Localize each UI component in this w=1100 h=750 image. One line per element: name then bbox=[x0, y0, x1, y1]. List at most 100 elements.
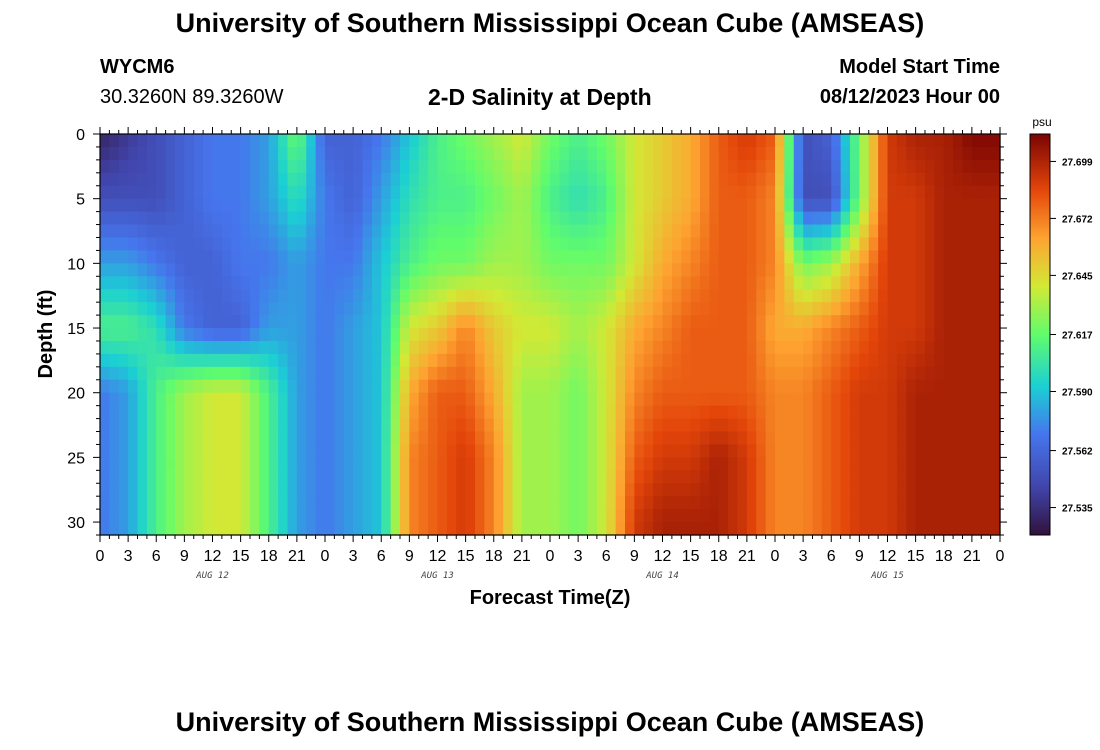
heatmap-cell bbox=[371, 444, 382, 458]
heatmap-cell bbox=[625, 522, 635, 536]
heatmap-cell bbox=[887, 496, 898, 510]
heatmap-cell bbox=[568, 444, 579, 458]
heatmap-cell bbox=[681, 366, 692, 381]
heatmap-cell bbox=[353, 509, 364, 523]
heatmap-cell bbox=[184, 198, 195, 213]
heatmap-cell bbox=[343, 146, 354, 161]
heatmap-cell bbox=[906, 289, 917, 303]
heatmap-cell bbox=[587, 444, 598, 458]
heatmap-cell bbox=[193, 353, 204, 368]
heatmap-cell bbox=[400, 379, 410, 394]
heatmap-cell bbox=[615, 483, 626, 497]
heatmap-cell bbox=[971, 224, 982, 239]
heatmap-cell bbox=[521, 172, 532, 187]
heatmap-cell bbox=[662, 379, 673, 394]
heatmap-cell bbox=[250, 379, 260, 394]
heatmap-cell bbox=[793, 340, 804, 355]
heatmap-cell bbox=[906, 431, 917, 446]
heatmap-cell bbox=[128, 159, 139, 174]
heatmap-cell bbox=[887, 159, 898, 174]
heatmap-cell bbox=[990, 457, 1001, 471]
heatmap-cell bbox=[615, 276, 626, 290]
heatmap-cell bbox=[868, 353, 879, 368]
heatmap-cell bbox=[784, 172, 795, 187]
heatmap-cell bbox=[381, 302, 392, 316]
heatmap-cell bbox=[390, 470, 401, 484]
heatmap-cell bbox=[746, 159, 757, 174]
heatmap-cell bbox=[746, 366, 757, 381]
heatmap-cell bbox=[231, 353, 242, 368]
heatmap-cell bbox=[381, 522, 392, 536]
heatmap-cell bbox=[718, 211, 729, 226]
heatmap-cell bbox=[212, 146, 223, 161]
heatmap-cell bbox=[953, 276, 964, 290]
heatmap-cell bbox=[925, 224, 935, 239]
heatmap-cell bbox=[793, 457, 804, 471]
heatmap-cell bbox=[971, 444, 982, 458]
heatmap-cell bbox=[746, 289, 757, 303]
heatmap-cell bbox=[250, 237, 260, 252]
heatmap-cell bbox=[596, 237, 607, 252]
heatmap-cell bbox=[821, 172, 832, 187]
heatmap-cell bbox=[821, 431, 832, 446]
heatmap-cell bbox=[812, 224, 823, 239]
heatmap-cell bbox=[100, 496, 110, 510]
heatmap-cell bbox=[203, 328, 214, 342]
heatmap-cell bbox=[868, 444, 879, 458]
heatmap-cell bbox=[456, 159, 467, 174]
heatmap-cell bbox=[250, 250, 260, 264]
heatmap-cell bbox=[484, 431, 495, 446]
heatmap-cell bbox=[718, 431, 729, 446]
heatmap-cell bbox=[175, 302, 185, 316]
heatmap-cell bbox=[503, 470, 514, 484]
heatmap-cell bbox=[250, 340, 260, 355]
heatmap-cell bbox=[278, 211, 289, 226]
heatmap-cell bbox=[259, 328, 270, 342]
heatmap-cell bbox=[390, 134, 401, 148]
heatmap-cell bbox=[259, 276, 270, 290]
heatmap-cell bbox=[465, 302, 476, 316]
heatmap-cell bbox=[953, 509, 964, 523]
heatmap-cell bbox=[896, 185, 907, 200]
heatmap-cell bbox=[756, 211, 767, 226]
heatmap-cell bbox=[156, 457, 167, 471]
heatmap-cell bbox=[896, 146, 907, 161]
heatmap-cell bbox=[596, 457, 607, 471]
heatmap-cell bbox=[812, 198, 823, 213]
heatmap-cell bbox=[240, 289, 251, 303]
heatmap-cell bbox=[184, 146, 195, 161]
heatmap-cell bbox=[334, 457, 345, 471]
heatmap-cell bbox=[596, 418, 607, 433]
heatmap-cell bbox=[540, 250, 551, 264]
heatmap-cell bbox=[859, 340, 870, 355]
heatmap-cell bbox=[896, 302, 907, 316]
heatmap-cell bbox=[184, 366, 195, 381]
heatmap-cell bbox=[240, 172, 251, 187]
heatmap-cell bbox=[559, 250, 570, 264]
heatmap-cell bbox=[925, 250, 935, 264]
heatmap-cell bbox=[625, 418, 635, 433]
heatmap-cell bbox=[371, 315, 382, 329]
heatmap-cell bbox=[578, 496, 589, 510]
heatmap-cell bbox=[934, 444, 945, 458]
heatmap-cell bbox=[559, 198, 570, 213]
heatmap-cell bbox=[784, 134, 795, 148]
heatmap-cell bbox=[765, 457, 776, 471]
heatmap-cell bbox=[737, 289, 748, 303]
heatmap-cell bbox=[446, 276, 457, 290]
heatmap-cell bbox=[587, 340, 598, 355]
heatmap-cell bbox=[643, 483, 654, 497]
heatmap-cell bbox=[634, 405, 645, 420]
heatmap-cell bbox=[540, 457, 551, 471]
heatmap-cell bbox=[409, 172, 420, 187]
heatmap-cell bbox=[287, 302, 298, 316]
heatmap-cell bbox=[681, 159, 692, 174]
heatmap-cell bbox=[746, 340, 757, 355]
heatmap-cell bbox=[737, 405, 748, 420]
heatmap-cell bbox=[596, 134, 607, 148]
heatmap-cell bbox=[334, 353, 345, 368]
heatmap-cell bbox=[746, 211, 757, 226]
heatmap-cell bbox=[493, 328, 504, 342]
heatmap-cell bbox=[503, 340, 514, 355]
heatmap-cell bbox=[118, 185, 129, 200]
